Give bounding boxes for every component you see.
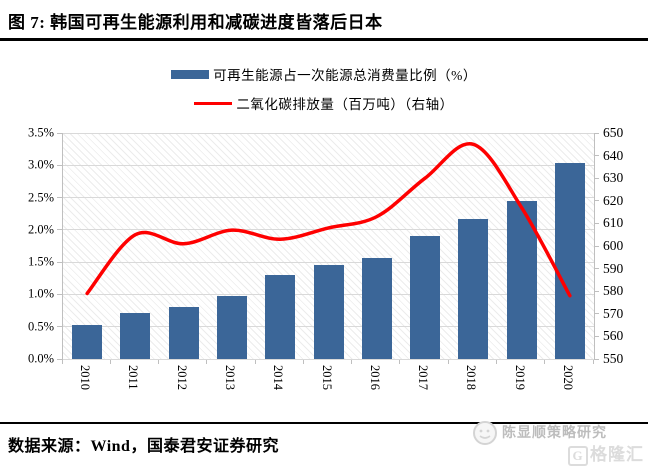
gridline — [63, 261, 594, 263]
right-axis-tick — [594, 335, 599, 337]
right-axis-tick — [594, 358, 599, 360]
right-axis-tick-label: 550 — [603, 351, 624, 366]
gridline — [63, 164, 594, 166]
left-axis-tick — [57, 261, 62, 263]
x-axis-tick — [254, 360, 256, 364]
x-axis-tick-label: 2011 — [126, 365, 141, 390]
left-axis-tick-label: 1.0% — [27, 286, 54, 301]
x-axis-tick-label: 2010 — [78, 365, 93, 390]
left-axis-tick — [57, 164, 62, 166]
x-axis-tick — [592, 360, 594, 364]
right-axis-tick — [594, 222, 599, 224]
x-axis-tick — [61, 360, 63, 364]
left-axis-tick — [57, 326, 62, 328]
right-axis-tick — [594, 268, 599, 270]
left-axis-tick-label: 0.0% — [27, 351, 54, 366]
right-axis-tick-label: 650 — [603, 125, 624, 140]
watermark-name: 陈显顺策略研究 — [502, 426, 607, 441]
x-axis-tick-label: 2012 — [174, 365, 189, 390]
left-axis-tick — [57, 229, 62, 231]
chart-legend: 可再生能源占一次能源总消费量比例（%） 二氧化碳排放量（百万吨）（右轴） — [0, 64, 648, 113]
x-axis-tick-label: 2020 — [560, 365, 575, 390]
footer-divider — [0, 422, 648, 424]
bar — [361, 258, 392, 359]
plot-area — [62, 132, 595, 360]
right-axis-tick — [594, 177, 599, 179]
co2-line — [85, 142, 572, 298]
x-axis-tick — [351, 360, 353, 364]
source-text: 数据来源：Wind，国泰君安证券研究 — [8, 438, 279, 455]
x-axis-tick — [158, 360, 160, 364]
gridline — [63, 358, 594, 360]
right-axis-tick-label: 590 — [603, 260, 624, 276]
right-axis-tick — [594, 200, 599, 202]
x-axis-tick-label: 2019 — [512, 365, 527, 390]
gridline — [63, 229, 594, 231]
x-axis-tick — [447, 360, 449, 364]
right-axis-tick — [594, 155, 599, 157]
gelonghui-logo-text: 格隆汇 — [590, 445, 644, 464]
right-axis-tick — [594, 245, 599, 247]
bar — [554, 163, 585, 359]
bar — [168, 307, 199, 359]
left-axis-tick-label: 2.5% — [27, 190, 54, 205]
bar — [458, 218, 489, 359]
legend-label: 二氧化碳排放量（百万吨）（右轴） — [236, 97, 454, 112]
bar — [216, 295, 247, 359]
figure-title: 图 7: 韩国可再生能源利用和减碳进度皆落后日本 — [8, 13, 383, 32]
x-axis-tick-label: 2015 — [319, 365, 334, 390]
bar-series-swatch-icon — [171, 69, 210, 79]
right-axis-tick-label: 620 — [603, 192, 624, 208]
right-axis-tick-label: 560 — [603, 328, 624, 344]
x-axis-tick — [109, 360, 111, 364]
line-series-swatch-icon — [194, 101, 233, 105]
x-axis-tick — [302, 360, 304, 364]
right-axis-tick — [594, 290, 599, 292]
bar — [313, 264, 344, 359]
x-axis-tick — [544, 360, 546, 364]
x-axis-tick — [399, 360, 401, 364]
right-axis-tick-label: 600 — [603, 238, 624, 253]
bar — [72, 325, 103, 359]
left-axis-tick — [57, 293, 62, 295]
left-axis-tick-label: 3.0% — [27, 157, 54, 172]
combo-chart: 3.5% 3.0% 2.5% 2.0% 1.5% 1.0% 0.5% 0.0% 650 640 63… — [0, 125, 648, 411]
analyst-avatar-icon — [473, 421, 497, 445]
bar — [265, 275, 296, 359]
left-axis-tick-label: 0.5% — [27, 319, 54, 334]
left-axis-tick — [57, 358, 62, 360]
left-axis-tick-label: 2.0% — [27, 222, 54, 237]
gelonghui-logo-letter: G — [568, 446, 588, 467]
watermark: 陈显顺策略研究 G 格隆汇 — [466, 414, 646, 467]
right-axis-tick-label: 570 — [603, 305, 624, 321]
title-divider — [0, 38, 648, 41]
bar — [410, 236, 441, 359]
left-axis-tick-label: 3.5% — [27, 125, 54, 140]
x-axis-tick-label: 2016 — [367, 365, 382, 390]
legend-label: 可再生能源占一次能源总消费量比例（%） — [213, 68, 477, 83]
left-axis-tick-label: 1.5% — [27, 254, 54, 269]
right-axis-tick — [594, 313, 599, 315]
legend-item-co2: 二氧化碳排放量（百万吨）（右轴） — [194, 93, 453, 113]
left-axis-tick — [57, 132, 62, 134]
x-axis-tick-label: 2013 — [222, 365, 237, 390]
x-axis-tick-label: 2014 — [271, 365, 286, 390]
right-axis-tick — [594, 132, 599, 134]
legend-item-renewables: 可再生能源占一次能源总消费量比例（%） — [171, 64, 477, 84]
gridline — [63, 197, 594, 199]
x-axis-tick-label: 2017 — [416, 365, 431, 390]
left-axis-tick — [57, 197, 62, 199]
bar — [120, 312, 151, 359]
gelonghui-logo: G 格隆汇 — [568, 440, 644, 467]
x-axis-tick-label: 2018 — [464, 365, 479, 390]
right-axis-tick-label: 580 — [603, 283, 624, 299]
gridline — [63, 132, 594, 134]
right-axis-tick-label: 630 — [603, 170, 624, 186]
right-axis-tick-label: 610 — [603, 215, 624, 231]
x-axis-tick — [206, 360, 208, 364]
right-axis-tick-label: 640 — [603, 147, 624, 163]
x-axis-tick — [495, 360, 497, 364]
